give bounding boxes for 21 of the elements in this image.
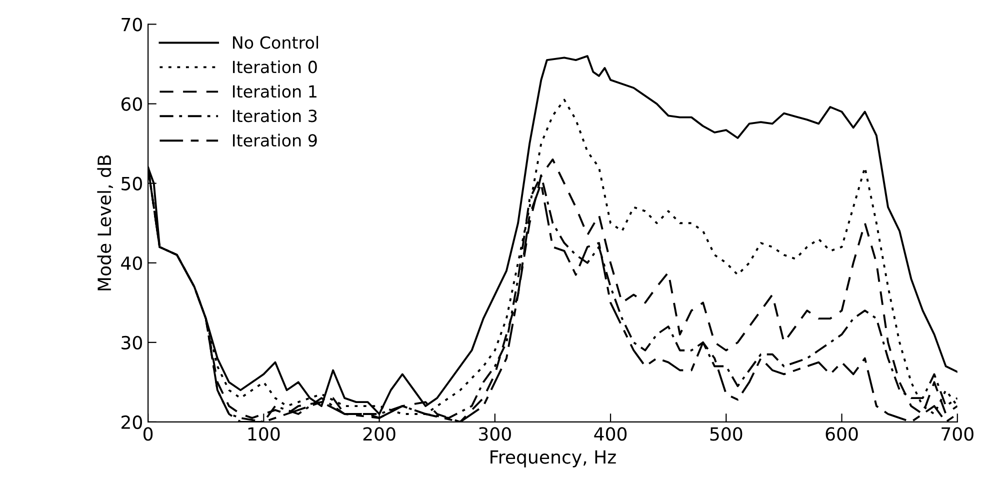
y-tick-label: 70 <box>122 18 142 32</box>
legend-label: Iteration 0 <box>233 60 317 74</box>
x-tick-label: 200 <box>363 427 396 441</box>
legend-label: Iteration 3 <box>233 109 317 122</box>
y-tick-label: 60 <box>121 97 142 111</box>
y-axis-title: Mode Level, dB <box>97 155 113 290</box>
legend-label: Iteration 9 <box>233 134 317 147</box>
x-tick-label: 600 <box>826 427 858 441</box>
x-tick-label: 0 <box>143 427 153 441</box>
x-tick-label: 500 <box>710 427 742 441</box>
y-tick-label: 30 <box>122 336 142 350</box>
x-tick-label: 400 <box>594 427 627 441</box>
y-tick-label: 20 <box>122 415 142 430</box>
legend-label: No Control <box>233 36 318 49</box>
x-tick-label: 100 <box>248 427 280 441</box>
y-tick-label: 50 <box>122 176 142 190</box>
x-tick-label: 300 <box>479 427 511 441</box>
legend-label: Iteration 1 <box>233 84 316 98</box>
x-tick-label: 700 <box>942 427 974 441</box>
y-tick-label: 40 <box>121 256 142 270</box>
x-axis-title: Frequency, Hz <box>490 450 616 468</box>
